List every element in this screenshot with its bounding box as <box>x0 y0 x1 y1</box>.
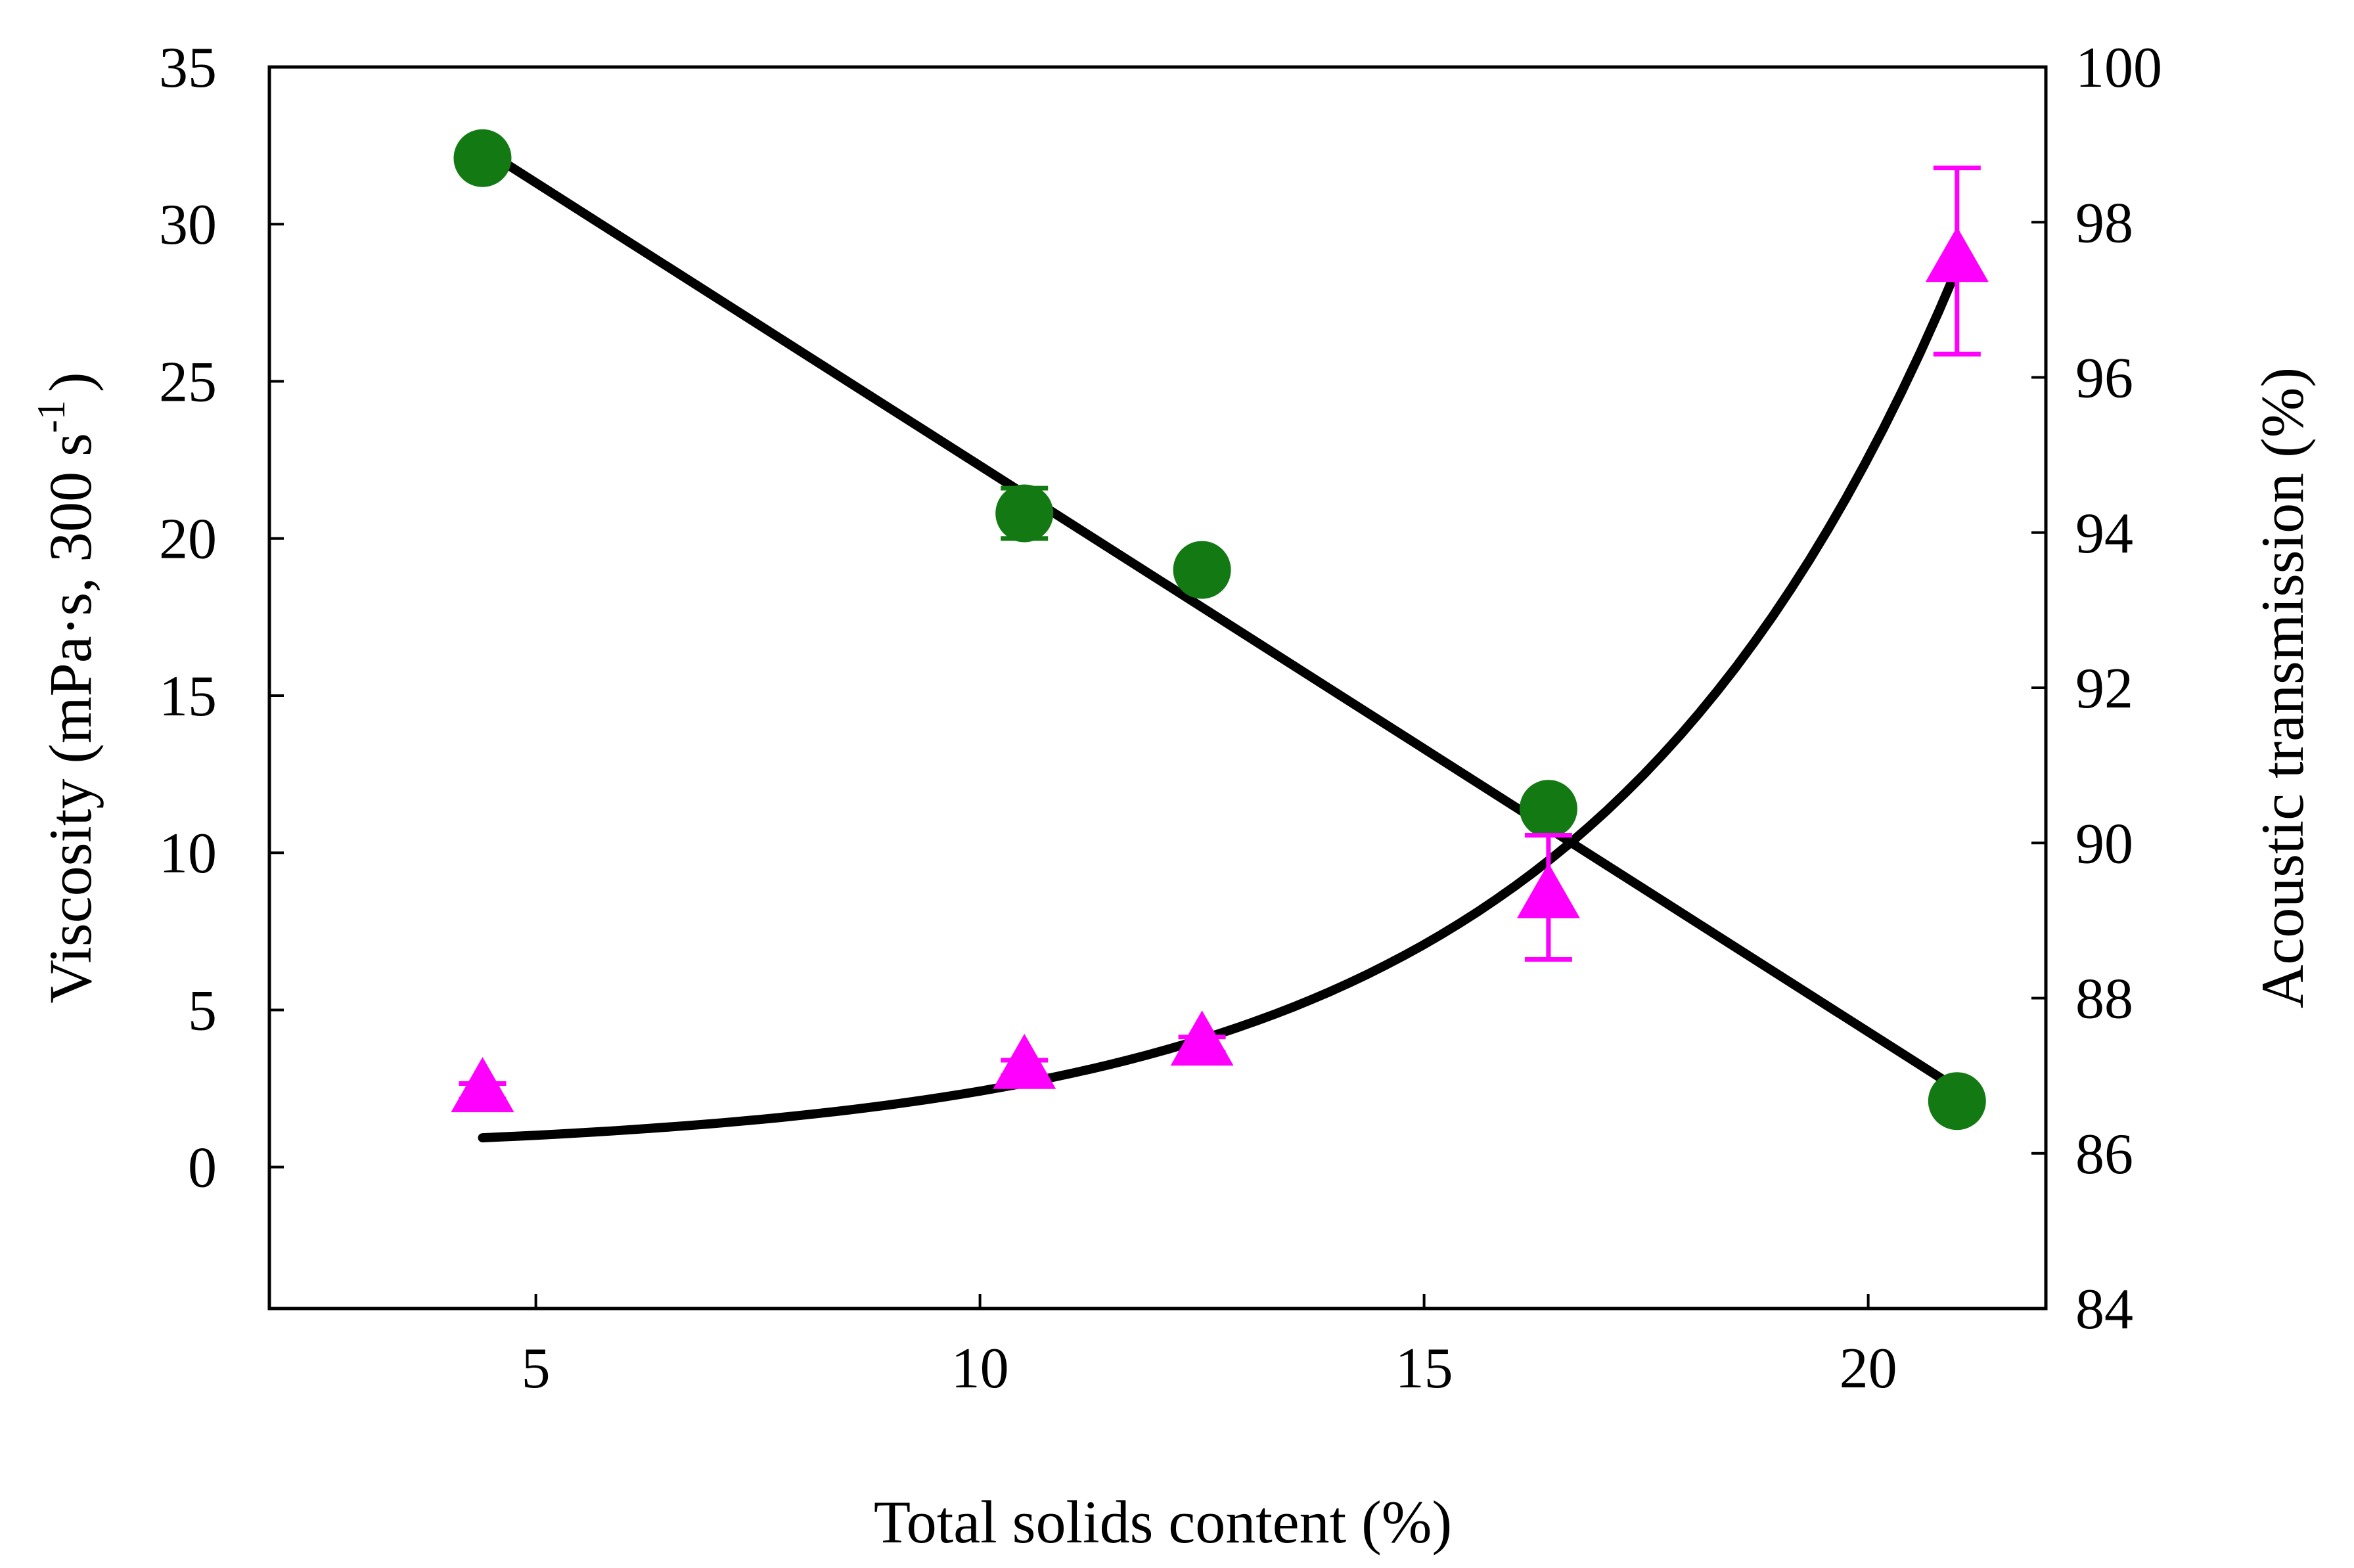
x-tick-label: 20 <box>1840 1337 1897 1400</box>
y-left-axis-ticks: 0 5 10 15 20 25 30 35 <box>159 36 284 1200</box>
transmission-point <box>1170 1010 1234 1066</box>
viscosity-point <box>995 484 1054 543</box>
viscosity-point <box>453 129 512 187</box>
y-left-tick-label: 25 <box>159 350 217 414</box>
x-axis-title: Total solids content (%) <box>874 1489 1452 1556</box>
transmission-point <box>1925 227 1989 282</box>
y-right-tick-label: 90 <box>2075 812 2133 876</box>
y-right-axis-title: Acoustic transmission (%) <box>2249 367 2316 1008</box>
y-right-tick-label: 84 <box>2075 1278 2133 1341</box>
y-left-tick-label: 15 <box>159 665 217 728</box>
y-left-axis-title: Viscosity (mPa·s, 300 s-1) <box>30 372 104 1003</box>
data-markers <box>451 129 1989 1131</box>
y-right-tick-label: 100 <box>2075 36 2162 100</box>
viscosity-point <box>1173 541 1231 599</box>
y-left-tick-label: 30 <box>159 193 217 257</box>
viscosity-fit-line <box>478 144 1962 1094</box>
y-right-tick-label: 88 <box>2075 968 2133 1031</box>
y-left-tick-label: 35 <box>159 36 217 100</box>
y-left-tick-label: 5 <box>188 979 217 1042</box>
fit-lines <box>478 144 1962 1143</box>
y-right-axis-ticks: 84 86 88 90 92 94 96 98 100 <box>2031 36 2162 1341</box>
transmission-point <box>451 1057 514 1113</box>
y-left-tick-label: 20 <box>159 508 217 571</box>
y-left-tick-label: 0 <box>188 1136 217 1200</box>
viscosity-point <box>1519 780 1577 838</box>
y-right-tick-label: 98 <box>2075 191 2133 255</box>
x-axis-ticks: 5 10 15 20 <box>522 1294 1897 1400</box>
transmission-fit-curve <box>478 264 1962 1143</box>
y-right-tick-label: 96 <box>2075 347 2133 411</box>
transmission-point <box>993 1033 1056 1089</box>
transmission-point <box>1516 862 1580 918</box>
x-tick-label: 10 <box>951 1337 1009 1400</box>
viscosity-point <box>1928 1072 1986 1131</box>
x-tick-label: 5 <box>522 1337 551 1400</box>
y-left-tick-label: 10 <box>159 822 217 885</box>
y-right-tick-label: 92 <box>2075 657 2133 721</box>
y-right-tick-label: 86 <box>2075 1123 2133 1186</box>
y-right-tick-label: 94 <box>2075 502 2133 566</box>
x-tick-label: 15 <box>1395 1337 1453 1400</box>
plot-frame <box>267 65 2048 1310</box>
